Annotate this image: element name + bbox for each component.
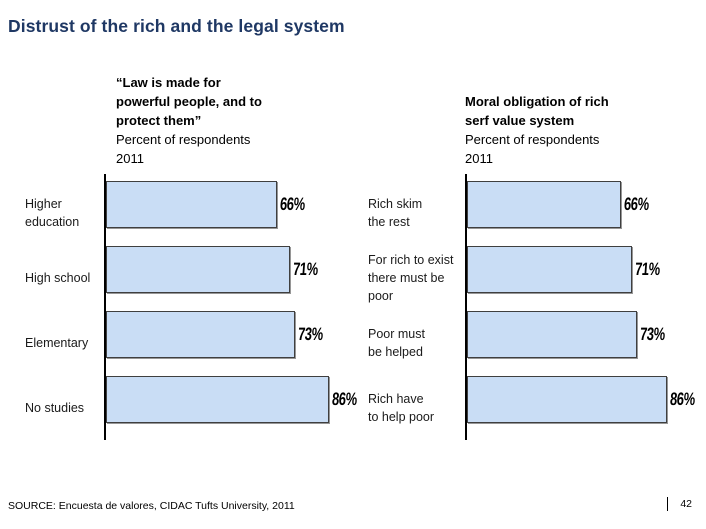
- value-label: 73%: [639, 324, 666, 344]
- chart-law-made-for-powerful: “Law is made for powerful people, and to…: [25, 64, 367, 440]
- bar: [467, 246, 632, 293]
- category-label: No studies: [25, 400, 85, 415]
- page-number: 42: [680, 498, 692, 510]
- value-label: 71%: [634, 259, 661, 279]
- category-label: Higher education: [25, 196, 80, 229]
- chart-title: “Law is made for powerful people, and to…: [116, 75, 262, 128]
- value-label: 86%: [669, 389, 696, 409]
- chart-subtitle: Percent of respondents 2011: [465, 132, 600, 166]
- bar: [106, 376, 330, 423]
- bar-row: 86%: [106, 375, 367, 424]
- value-label: 73%: [297, 324, 325, 344]
- chart-subtitle: Percent of respondents 2011: [116, 132, 251, 166]
- chart-header: Moral obligation of rich serf value syst…: [465, 64, 706, 174]
- plot-area: 66% 71% 73% 86%: [104, 174, 367, 440]
- chart-header: “Law is made for powerful people, and to…: [116, 64, 367, 174]
- plot-area: 66% 71% 73% 86%: [465, 174, 706, 440]
- category-label: Rich have to help poor: [368, 391, 435, 424]
- category-labels: Higher education High school Elementary No …: [25, 174, 104, 440]
- bar: [467, 376, 667, 423]
- bar-row: 66%: [106, 180, 367, 229]
- bar: [467, 181, 621, 228]
- bar-row: 86%: [467, 375, 706, 424]
- page-number-divider: [667, 497, 669, 511]
- chart-title: Moral obligation of rich serf value syst…: [465, 94, 609, 128]
- category-labels: Rich skim the rest For rich to exist ther…: [368, 174, 465, 440]
- bar-row: 71%: [106, 245, 367, 294]
- chart-body: Higher education High school Elementary No …: [25, 174, 367, 440]
- bar: [106, 311, 296, 358]
- bar-row: 73%: [467, 310, 706, 359]
- category-label: For rich to exist there must be poor: [368, 252, 454, 303]
- category-label: Poor must be helped: [368, 326, 425, 359]
- bar-row: 71%: [467, 245, 706, 294]
- value-label: 66%: [279, 194, 307, 214]
- bar-row: 73%: [106, 310, 367, 359]
- value-label: 66%: [623, 194, 650, 214]
- category-label: High school: [25, 270, 91, 285]
- value-label: 71%: [292, 259, 320, 279]
- bar-row: 66%: [467, 180, 706, 229]
- slide-title: Distrust of the rich and the legal syste…: [8, 16, 345, 36]
- page-number-area: 42: [667, 497, 692, 511]
- bar: [467, 311, 637, 358]
- category-label: Elementary: [25, 335, 89, 350]
- bar: [106, 181, 278, 228]
- source-note: SOURCE: Encuesta de valores, CIDAC Tufts…: [8, 500, 295, 512]
- chart-body: Rich skim the rest For rich to exist ther…: [368, 174, 706, 440]
- category-label: Rich skim the rest: [368, 196, 423, 229]
- chart-moral-obligation: Moral obligation of rich serf value syst…: [368, 64, 706, 440]
- value-label: 86%: [331, 389, 359, 409]
- bar: [106, 246, 291, 293]
